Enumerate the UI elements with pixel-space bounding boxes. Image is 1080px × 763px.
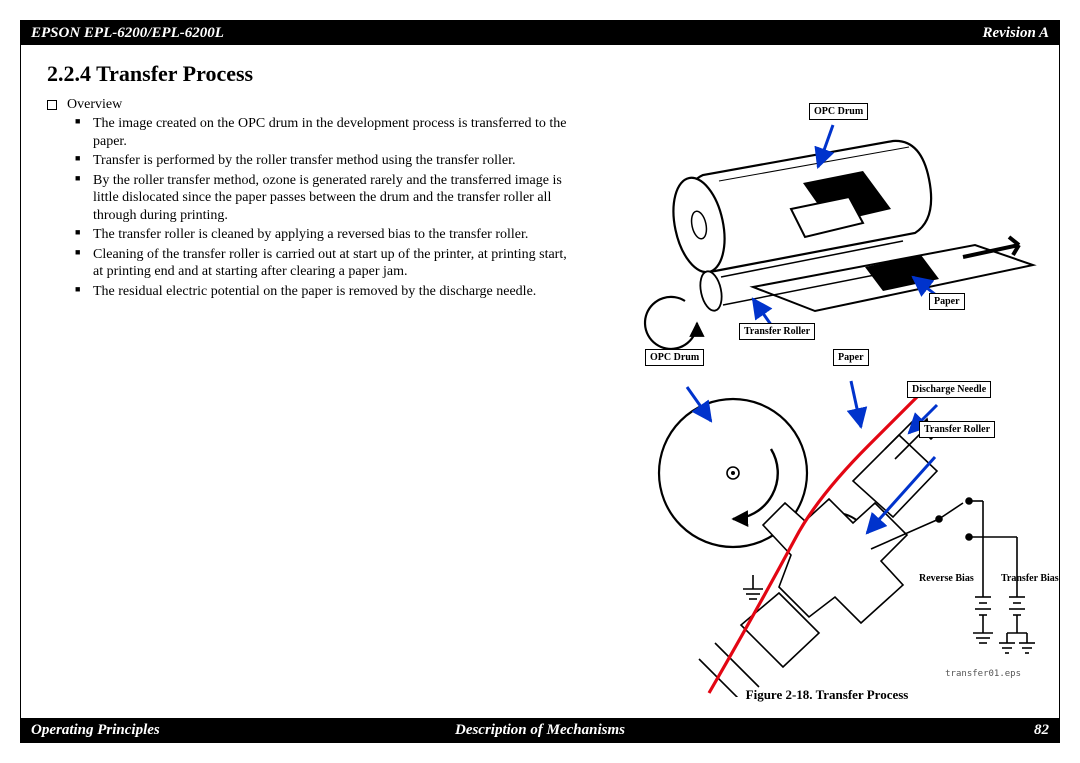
overview-label: Overview <box>67 97 122 113</box>
page-frame: EPSON EPL-6200/EPL-6200L Revision A 2.2.… <box>20 20 1060 743</box>
label-paper-bot: Paper <box>833 349 869 366</box>
label-opc-drum-bot: OPC Drum <box>645 349 704 366</box>
label-opc-drum-top: OPC Drum <box>809 103 868 120</box>
list-item: Cleaning of the transfer roller is carri… <box>75 246 577 281</box>
arrow-paper-bot <box>851 381 861 427</box>
label-discharge-needle: Discharge Needle <box>907 381 991 398</box>
list-item: The transfer roller is cleaned by applyi… <box>75 226 577 244</box>
footer-right: 82 <box>1034 722 1049 739</box>
section-title: 2.2.4 Transfer Process <box>47 61 253 87</box>
footer-left: Operating Principles <box>31 722 160 739</box>
label-paper-top: Paper <box>929 293 965 310</box>
footer-center: Description of Mechanisms <box>21 722 1059 739</box>
list-item: The residual electric potential on the p… <box>75 283 577 301</box>
label-transfer-roller-bot: Transfer Roller <box>919 421 995 438</box>
overview-checkbox-icon <box>47 100 57 110</box>
list-item: The image created on the OPC drum in the… <box>75 115 577 150</box>
label-reverse-bias: Reverse Bias <box>919 573 974 584</box>
label-transfer-bias: Transfer Bias <box>1001 573 1059 584</box>
figure-caption: Figure 2-18. Transfer Process <box>603 687 1051 703</box>
eps-filename: transfer01.eps <box>945 669 1021 679</box>
figure-transfer-process: OPC Drum Paper Transfer Roller OPC Drum … <box>603 77 1051 717</box>
label-transfer-roller-top: Transfer Roller <box>739 323 815 340</box>
list-item: By the roller transfer method, ozone is … <box>75 172 577 225</box>
list-item: Transfer is performed by the roller tran… <box>75 152 577 170</box>
footer-bar: Operating Principles Description of Mech… <box>21 718 1059 742</box>
bullet-list: The image created on the OPC drum in the… <box>75 115 577 300</box>
top-drum-group <box>645 141 1033 349</box>
header-left: EPSON EPL-6200/EPL-6200L <box>31 25 224 42</box>
header-bar: EPSON EPL-6200/EPL-6200L Revision A <box>21 21 1059 45</box>
body-text: Overview The image created on the OPC dr… <box>47 97 577 302</box>
header-right: Revision A <box>982 25 1049 42</box>
